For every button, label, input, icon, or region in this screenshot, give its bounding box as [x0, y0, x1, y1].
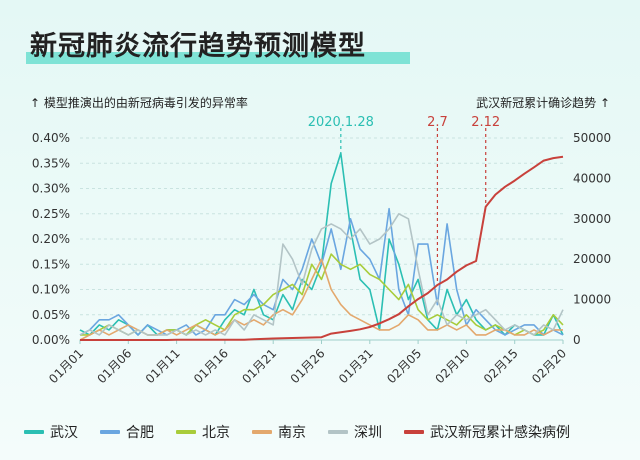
- y-right-tick-label: 40000: [573, 171, 611, 185]
- legend-label: 武汉: [50, 425, 78, 441]
- x-tick-label: 01月01: [46, 346, 86, 386]
- legend-swatch: [24, 430, 44, 434]
- legend-swatch: [328, 430, 348, 434]
- legend-item: 武汉: [24, 422, 78, 442]
- y-left-tick-label: 0.35%: [32, 156, 70, 170]
- x-tick-label: 01月21: [239, 346, 279, 386]
- y-right-tick-label: 50000: [573, 131, 611, 145]
- title-highlight: [26, 52, 410, 64]
- y-left-tick-label: 0.00%: [32, 333, 70, 347]
- y-right-tick-label: 20000: [573, 252, 611, 266]
- series-line-合肥: [79, 207, 564, 336]
- x-tick-label: 01月11: [143, 346, 183, 386]
- series-line-深圳: [79, 213, 564, 336]
- x-tick-label: 02月15: [481, 346, 521, 386]
- chart-title: 新冠肺炎流行趋势预测模型: [30, 24, 366, 63]
- annotation-label: 2.12: [471, 115, 500, 130]
- chart-title-text: 新冠肺炎流行趋势预测模型: [30, 31, 366, 62]
- y-right-tick-label: 0: [573, 333, 581, 347]
- annotation-label: 2020.1.28: [308, 115, 374, 130]
- legend-swatch: [100, 430, 120, 434]
- y-right-tick-label: 10000: [573, 293, 611, 307]
- legend-label: 武汉新冠累计感染病例: [430, 425, 570, 441]
- x-tick-label: 02月10: [433, 346, 473, 386]
- series-line-武汉新冠累计感染病例: [80, 155, 564, 341]
- right-axis-caption: 武汉新冠累计确诊趋势 ↑: [476, 96, 610, 110]
- legend-label: 深圳: [354, 425, 382, 441]
- x-tick-label: 01月16: [191, 346, 231, 386]
- y-left-tick-label: 0.30%: [32, 182, 70, 196]
- y-left-tick-label: 0.20%: [32, 232, 70, 246]
- legend-item: 武汉新冠累计感染病例: [404, 422, 570, 442]
- legend-swatch: [252, 430, 272, 434]
- y-left-tick-label: 0.15%: [32, 257, 70, 271]
- left-axis-caption: ↑ 模型推演出的由新冠病毒引发的异常率: [30, 96, 248, 110]
- series-line-武汉: [79, 152, 564, 336]
- legend-item: 深圳: [328, 422, 382, 442]
- legend-item: 南京: [252, 422, 306, 442]
- x-tick-label: 01月06: [94, 346, 134, 386]
- x-tick-label: 02月20: [529, 346, 569, 386]
- legend-label: 北京: [202, 425, 230, 441]
- x-tick-label: 02月05: [384, 346, 424, 386]
- y-left-tick-label: 0.25%: [32, 207, 70, 221]
- legend-item: 合肥: [100, 422, 154, 442]
- legend: 武汉 合肥 北京 南京 深圳 武汉新冠累计感染病例: [24, 420, 624, 444]
- y-right-tick-label: 30000: [573, 212, 611, 226]
- legend-item: 北京: [176, 422, 230, 442]
- legend-label: 南京: [278, 425, 306, 441]
- series-line-南京: [79, 258, 563, 341]
- y-left-tick-label: 0.10%: [32, 283, 70, 297]
- y-left-tick-label: 0.05%: [32, 308, 70, 322]
- legend-label: 合肥: [126, 425, 154, 441]
- x-tick-label: 01月31: [336, 346, 376, 386]
- legend-swatch: [404, 430, 424, 434]
- annotation-label: 2.7: [427, 115, 448, 130]
- x-tick-label: 01月26: [288, 346, 328, 386]
- legend-swatch: [176, 430, 196, 434]
- y-left-tick-label: 0.40%: [32, 131, 70, 145]
